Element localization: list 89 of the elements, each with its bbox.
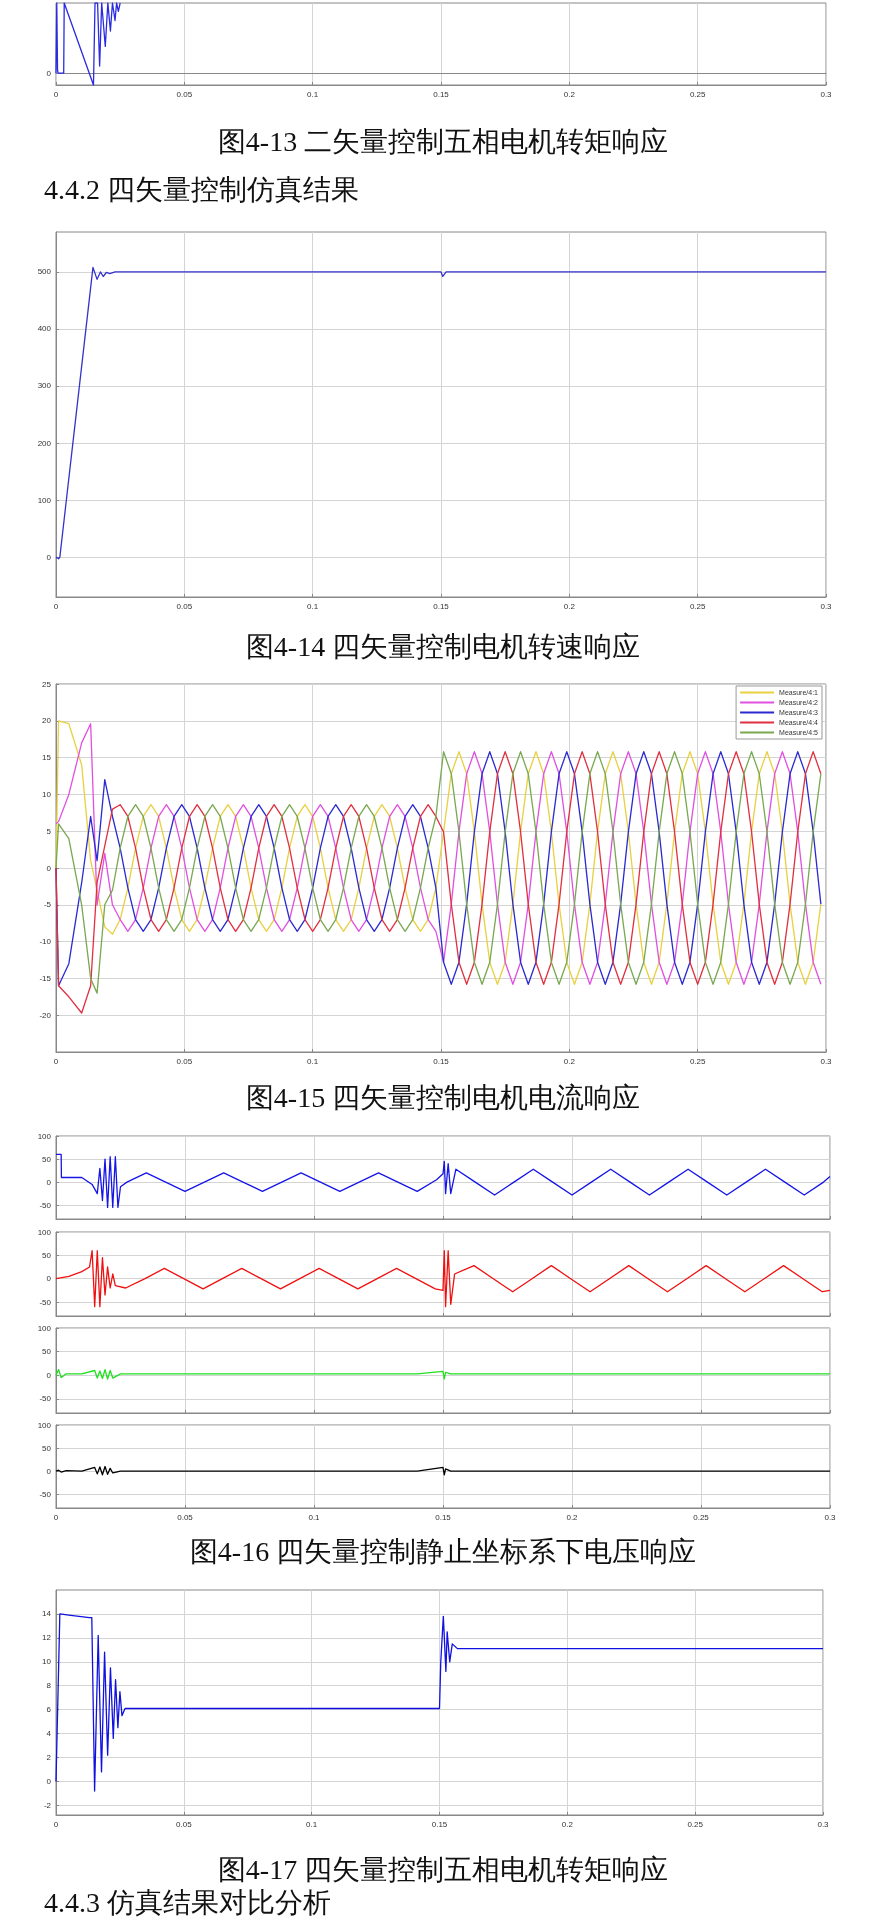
x-tick-label: 0.1	[308, 1512, 321, 1522]
x-tick-label: 0.1	[307, 89, 319, 99]
y-tick-label: -50	[39, 1200, 52, 1210]
x-tick-label: 0.25	[689, 601, 706, 611]
y-tick-label: 20	[42, 716, 52, 726]
x-tick-label: 0.25	[689, 89, 706, 99]
y-tick-label: 6	[46, 1705, 52, 1715]
y-tick-label: 50	[42, 1154, 52, 1164]
line-series	[55, 1368, 831, 1380]
x-tick-label: 0.1	[307, 1056, 319, 1066]
x-tick-label: 0.3	[824, 1512, 837, 1522]
x-tick-label: 0.3	[820, 1056, 833, 1066]
y-tick-label: 8	[46, 1681, 52, 1691]
y-tick-label: -10	[39, 937, 52, 947]
line-series	[55, 1250, 831, 1308]
y-tick-label: 0	[46, 1370, 52, 1380]
text: 图4-14 四矢量控制电机转速响应	[245, 630, 641, 662]
y-tick-label: 2	[46, 1753, 52, 1763]
y-tick-label: 100	[37, 1131, 52, 1141]
text: 图4-13 二矢量控制五相电机转矩响应	[217, 125, 669, 157]
x-tick-label: 0.05	[177, 1512, 194, 1522]
y-tick-label: -50	[39, 1394, 52, 1404]
y-tick-label: 15	[42, 753, 52, 763]
x-tick-label: 0.3	[820, 601, 833, 611]
y-tick-label: 100	[37, 1323, 52, 1333]
x-tick-label: 0.3	[817, 1819, 830, 1829]
y-tick-label: 0	[46, 1776, 52, 1786]
x-tick-label: 0.05	[176, 601, 193, 611]
x-tick-label: 0.2	[566, 1512, 579, 1522]
y-tick-label: -15	[39, 973, 52, 983]
x-tick-label: 0.15	[433, 601, 450, 611]
y-tick-label: 50	[42, 1443, 52, 1453]
x-tick-label: 0	[53, 601, 59, 611]
y-tick-label: 300	[37, 381, 52, 391]
y-tick-label: 0	[46, 863, 52, 873]
x-tick-label: 0.1	[307, 601, 319, 611]
x-tick-label: 0	[53, 1819, 59, 1829]
x-tick-label: 0	[53, 1512, 59, 1522]
y-tick-label: -50	[39, 1489, 52, 1499]
text: 4.4.2 四矢量控制仿真结果	[44, 173, 359, 205]
y-tick-label: 200	[37, 438, 52, 448]
y-tick-label: 100	[37, 1227, 52, 1237]
x-tick-label: 0.15	[435, 1512, 452, 1522]
text: 图4-17 四矢量控制五相电机转矩响应	[217, 1853, 669, 1885]
x-tick-label: 0.2	[563, 601, 576, 611]
y-tick-label: 12	[42, 1633, 52, 1643]
y-tick-label: 100	[37, 495, 52, 505]
y-tick-label: 50	[42, 1347, 52, 1357]
x-tick-label: 0.05	[176, 89, 193, 99]
y-tick-label: -50	[39, 1297, 52, 1307]
text: 4.4.3 仿真结果对比分析	[44, 1886, 331, 1918]
y-tick-label: 500	[37, 267, 52, 277]
y-tick-label: -20	[39, 1010, 52, 1020]
x-tick-label: 0.25	[689, 1056, 706, 1066]
x-tick-label: 0.15	[433, 1056, 450, 1066]
x-tick-label: 0.2	[563, 1056, 576, 1066]
y-tick-label: 100	[37, 1420, 52, 1430]
text: 图4-15 四矢量控制电机电流响应	[245, 1081, 641, 1113]
x-tick-label: 0.15	[431, 1819, 448, 1829]
x-tick-label: 0.25	[687, 1819, 704, 1829]
line-series	[55, 1613, 824, 1792]
line-series	[55, 1153, 831, 1209]
x-tick-label: 0.15	[433, 89, 450, 99]
y-tick-label: 10	[42, 1657, 52, 1667]
x-tick-label: 0	[53, 1056, 59, 1066]
x-tick-label: 0	[53, 89, 59, 99]
y-tick-label: 50	[42, 1250, 52, 1260]
text: 图4-16 四矢量控制静止坐标系下电压响应	[189, 1535, 697, 1567]
y-tick-label: 14	[42, 1609, 52, 1619]
y-tick-label: 400	[37, 324, 52, 334]
y-tick-label: 0	[46, 552, 52, 562]
y-tick-label: 25	[42, 679, 52, 689]
x-tick-label: 0.3	[820, 89, 833, 99]
y-tick-label: -2	[43, 1800, 52, 1810]
y-tick-label: -5	[43, 900, 52, 910]
y-tick-label: 0	[46, 1274, 52, 1284]
line-series	[55, 1465, 831, 1476]
x-tick-label: 0.2	[561, 1819, 574, 1829]
y-tick-label: 0	[46, 1466, 52, 1476]
x-tick-label: 0.1	[306, 1819, 318, 1829]
x-tick-label: 0.05	[176, 1056, 193, 1066]
y-tick-label: 0	[46, 1177, 52, 1187]
x-tick-label: 0.05	[176, 1819, 193, 1829]
y-tick-label: 10	[42, 789, 52, 799]
y-tick-label: 4	[46, 1729, 52, 1739]
x-tick-label: 0.25	[693, 1512, 710, 1522]
line-series	[55, 266, 827, 560]
x-tick-label: 0.2	[563, 89, 576, 99]
y-tick-label: 5	[46, 826, 52, 836]
